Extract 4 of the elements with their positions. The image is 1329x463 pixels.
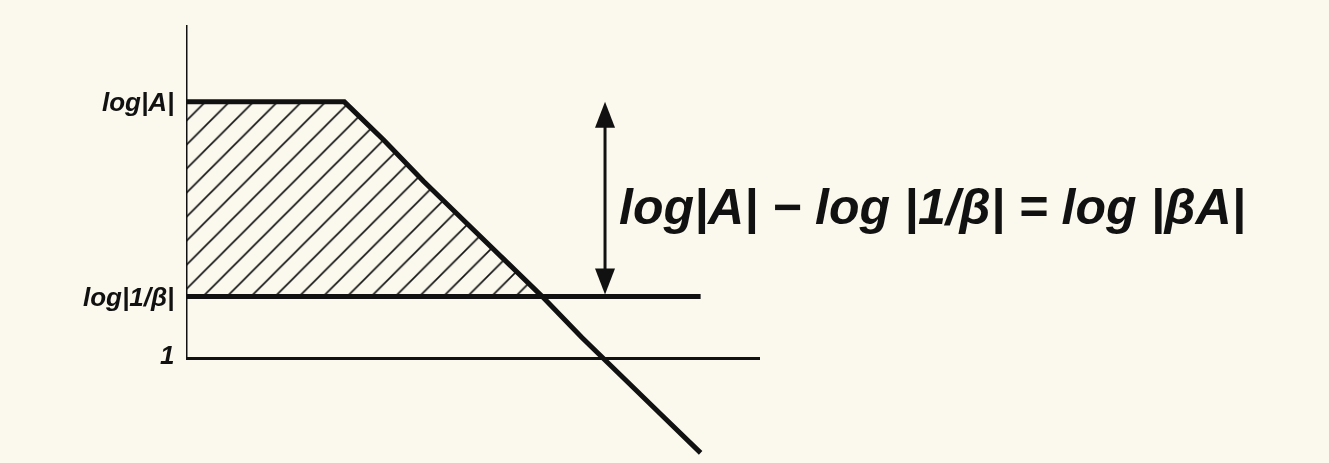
series-label: log|1/β| bbox=[83, 282, 175, 312]
annotation: log|A| − log |1/β| = log |βA| bbox=[619, 179, 1246, 235]
series-label: log|A| bbox=[102, 87, 175, 117]
text: 1 bbox=[160, 340, 175, 370]
